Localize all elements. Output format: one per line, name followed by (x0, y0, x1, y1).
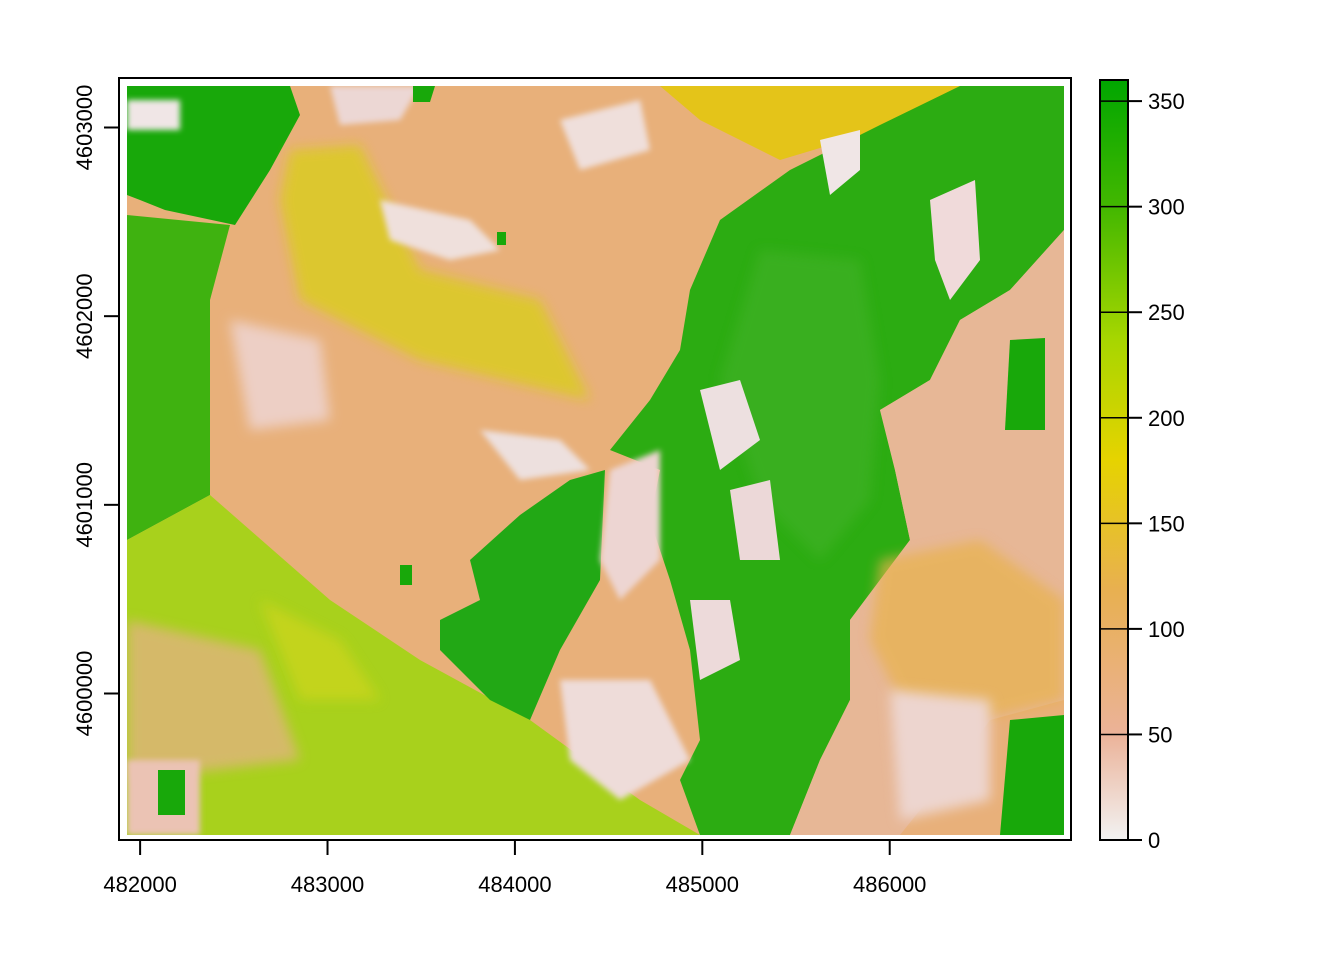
legend-tick-label: 50 (1148, 722, 1172, 747)
y-tick-label: 4602000 (72, 273, 97, 359)
x-tick-label: 484000 (478, 872, 551, 897)
legend-tick-label: 100 (1148, 617, 1185, 642)
x-tick-label: 486000 (853, 872, 926, 897)
x-axis: 482000 483000 484000 485000 486000 (103, 839, 926, 897)
x-tick-label: 483000 (291, 872, 364, 897)
legend-tick-label: 350 (1148, 89, 1185, 114)
y-axis: 4600000 4601000 4602000 4603000 (72, 85, 120, 737)
legend-gradient (1100, 80, 1128, 840)
y-tick-label: 4603000 (72, 85, 97, 171)
legend-tick-label: 200 (1148, 406, 1185, 431)
legend-ticks: 0 50 100 150 200 250 300 350 (1100, 89, 1185, 853)
legend-tick-label: 150 (1148, 511, 1185, 536)
y-tick-label: 4600000 (72, 651, 97, 737)
legend-tick-label: 300 (1148, 195, 1185, 220)
raster-image (127, 86, 1064, 835)
legend-tick-label: 0 (1148, 828, 1160, 853)
legend-colorbar: 0 50 100 150 200 250 300 350 (1099, 79, 1185, 853)
legend-tick-label: 250 (1148, 300, 1185, 325)
y-tick-label: 4601000 (72, 462, 97, 548)
x-tick-label: 482000 (103, 872, 176, 897)
x-tick-label: 485000 (666, 872, 739, 897)
